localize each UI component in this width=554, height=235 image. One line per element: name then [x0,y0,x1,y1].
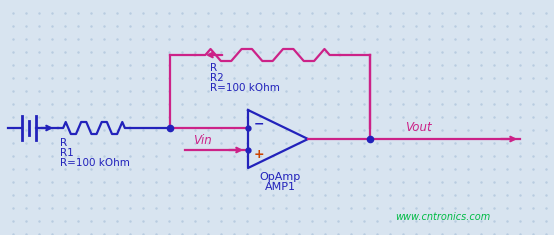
Text: −: − [254,118,264,130]
Text: OpAmp: OpAmp [259,172,301,182]
Text: www.cntronics.com: www.cntronics.com [395,212,490,222]
Text: Vin: Vin [193,134,212,147]
Text: R: R [60,138,67,148]
Text: +: + [254,148,265,161]
Text: Vout: Vout [405,121,432,134]
Text: R1: R1 [60,148,74,158]
Text: R: R [210,63,217,73]
Text: AMP1: AMP1 [264,182,295,192]
Text: R=100 kOhm: R=100 kOhm [210,83,280,93]
Text: R=100 kOhm: R=100 kOhm [60,158,130,168]
Text: R2: R2 [210,73,224,83]
